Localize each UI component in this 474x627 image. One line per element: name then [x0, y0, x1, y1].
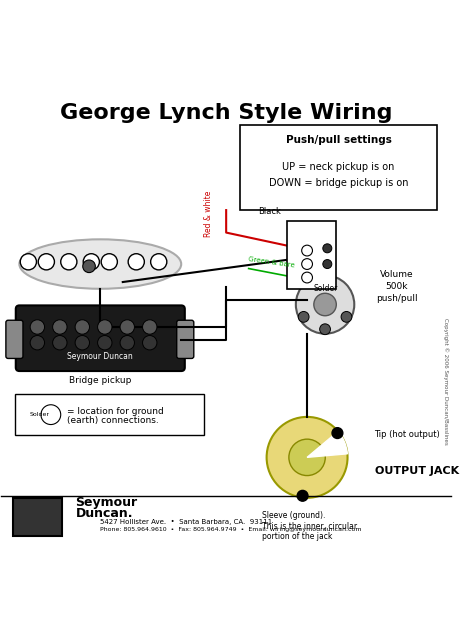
Text: Phone: 805.964.9610  •  Fax: 805.964.9749  •  Email: wiring@seymourduncan.com: Phone: 805.964.9610 • Fax: 805.964.9749 …	[100, 527, 362, 532]
Circle shape	[120, 320, 135, 334]
Text: = location for ground: = location for ground	[66, 406, 164, 416]
Circle shape	[30, 320, 45, 334]
Circle shape	[143, 320, 157, 334]
Circle shape	[323, 260, 332, 268]
FancyBboxPatch shape	[13, 498, 62, 536]
Circle shape	[319, 324, 330, 335]
Text: Duncan.: Duncan.	[75, 507, 133, 520]
Circle shape	[296, 275, 354, 334]
Text: Sleeve (ground).
This is the inner, circular
portion of the jack: Sleeve (ground). This is the inner, circ…	[262, 511, 357, 541]
Text: Seymour Duncan: Seymour Duncan	[67, 352, 133, 361]
FancyBboxPatch shape	[16, 305, 185, 371]
Text: Copyright © 2006 Seymour Duncan/Basslines: Copyright © 2006 Seymour Duncan/Bassline…	[443, 317, 449, 445]
Circle shape	[83, 260, 95, 273]
Circle shape	[30, 335, 45, 350]
Circle shape	[314, 293, 336, 316]
Circle shape	[61, 254, 77, 270]
Circle shape	[151, 254, 167, 270]
Wedge shape	[307, 431, 347, 457]
Text: Black: Black	[258, 207, 281, 216]
Circle shape	[41, 405, 61, 424]
Circle shape	[120, 335, 135, 350]
Circle shape	[143, 335, 157, 350]
Circle shape	[298, 312, 309, 322]
Circle shape	[101, 254, 118, 270]
Circle shape	[83, 254, 100, 270]
Circle shape	[53, 335, 67, 350]
Ellipse shape	[19, 240, 181, 289]
Text: OUTPUT JACK: OUTPUT JACK	[374, 466, 459, 476]
Text: DOWN = bridge pickup is on: DOWN = bridge pickup is on	[269, 178, 408, 188]
Text: Solder: Solder	[29, 412, 50, 417]
FancyBboxPatch shape	[287, 221, 336, 289]
FancyBboxPatch shape	[15, 394, 204, 435]
Text: Push/pull settings: Push/pull settings	[286, 135, 392, 145]
Text: George Lynch Style Wiring: George Lynch Style Wiring	[60, 103, 392, 124]
Text: Tip (hot output): Tip (hot output)	[374, 430, 440, 440]
Circle shape	[297, 490, 308, 501]
Circle shape	[38, 254, 55, 270]
Circle shape	[128, 254, 145, 270]
Circle shape	[301, 272, 312, 283]
Text: (earth) connections.: (earth) connections.	[66, 416, 158, 424]
Text: Red & white: Red & white	[204, 191, 213, 237]
Circle shape	[323, 244, 332, 253]
Circle shape	[75, 335, 90, 350]
Circle shape	[53, 320, 67, 334]
Circle shape	[301, 259, 312, 270]
Text: UP = neck pickup is on: UP = neck pickup is on	[283, 162, 395, 172]
Circle shape	[98, 320, 112, 334]
FancyBboxPatch shape	[240, 125, 438, 210]
FancyBboxPatch shape	[6, 320, 23, 359]
Circle shape	[332, 428, 343, 438]
Circle shape	[98, 335, 112, 350]
Text: Solder: Solder	[314, 284, 338, 293]
Text: Seymour: Seymour	[75, 496, 137, 509]
Text: Volume
500k
push/pull: Volume 500k push/pull	[376, 270, 418, 303]
Circle shape	[75, 320, 90, 334]
Text: Bridge pickup: Bridge pickup	[69, 376, 131, 386]
Circle shape	[301, 245, 312, 256]
Circle shape	[266, 417, 347, 498]
Circle shape	[289, 439, 325, 475]
Circle shape	[20, 254, 36, 270]
Text: Green & bare: Green & bare	[247, 256, 295, 268]
Text: 5427 Hollister Ave.  •  Santa Barbara, CA.  93111: 5427 Hollister Ave. • Santa Barbara, CA.…	[100, 519, 273, 525]
FancyBboxPatch shape	[177, 320, 194, 359]
Circle shape	[341, 312, 352, 322]
